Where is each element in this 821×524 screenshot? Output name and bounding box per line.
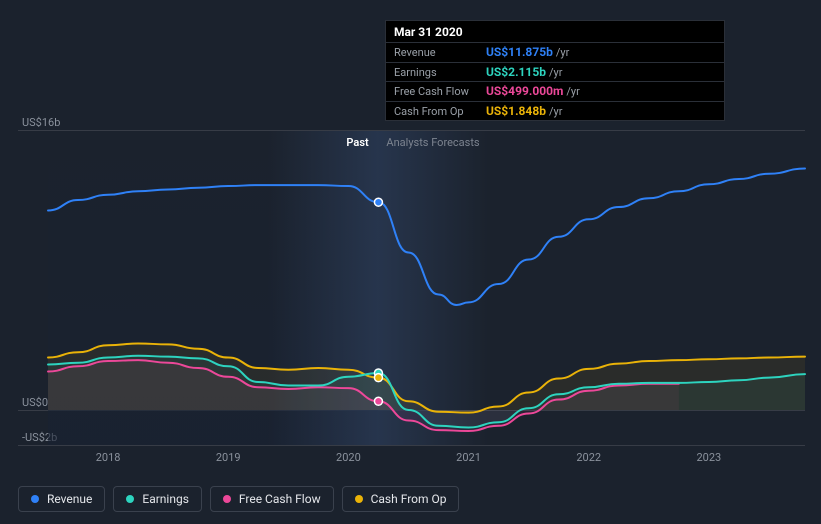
tooltip-row-unit: /yr [556, 46, 569, 59]
tooltip-row-label: Cash From Op [394, 105, 486, 118]
legend-item-fcf[interactable]: Free Cash Flow [210, 486, 334, 512]
hover-marker-fcf [374, 397, 382, 405]
tooltip-row-unit: /yr [566, 85, 579, 98]
tooltip-row-value: US$11.875b [486, 45, 553, 59]
tooltip-row-unit: /yr [549, 105, 562, 118]
legend: Revenue Earnings Free Cash Flow Cash From O… [18, 486, 459, 512]
hover-marker-cfo [374, 374, 382, 382]
legend-swatch [355, 495, 363, 503]
tooltip-row-label: Free Cash Flow [394, 85, 486, 98]
tooltip-row: RevenueUS$11.875b/yr [386, 43, 724, 62]
tooltip: Mar 31 2020 RevenueUS$11.875b/yrEarnings… [385, 20, 725, 121]
legend-label: Free Cash Flow [239, 492, 321, 506]
series-line-revenue [48, 169, 805, 306]
legend-swatch [126, 495, 134, 503]
tooltip-row: Cash From OpUS$1.848b/yr [386, 102, 724, 120]
tooltip-row-value: US$2.115b [486, 65, 546, 79]
legend-item-earnings[interactable]: Earnings [113, 486, 202, 512]
tooltip-row-label: Earnings [394, 66, 486, 79]
series-area-cfo [48, 344, 805, 413]
legend-label: Earnings [142, 492, 189, 506]
legend-swatch [31, 495, 39, 503]
hover-marker-revenue [374, 198, 382, 206]
tooltip-date: Mar 31 2020 [386, 21, 724, 43]
tooltip-row-unit: /yr [549, 66, 562, 79]
legend-item-revenue[interactable]: Revenue [18, 486, 105, 512]
legend-swatch [223, 495, 231, 503]
legend-label: Cash From Op [371, 492, 447, 506]
tooltip-row: Free Cash FlowUS$499.000m/yr [386, 82, 724, 101]
tooltip-row: EarningsUS$2.115b/yr [386, 63, 724, 82]
tooltip-row-value: US$1.848b [486, 104, 546, 118]
legend-label: Revenue [47, 492, 92, 506]
tooltip-row-value: US$499.000m [486, 84, 563, 98]
legend-item-cfo[interactable]: Cash From Op [342, 486, 460, 512]
tooltip-row-label: Revenue [394, 46, 486, 59]
tooltip-rows: RevenueUS$11.875b/yrEarningsUS$2.115b/yr… [386, 43, 724, 120]
financials-chart: US$16bUS$0-US$2b201820192020202120222023… [0, 0, 821, 524]
